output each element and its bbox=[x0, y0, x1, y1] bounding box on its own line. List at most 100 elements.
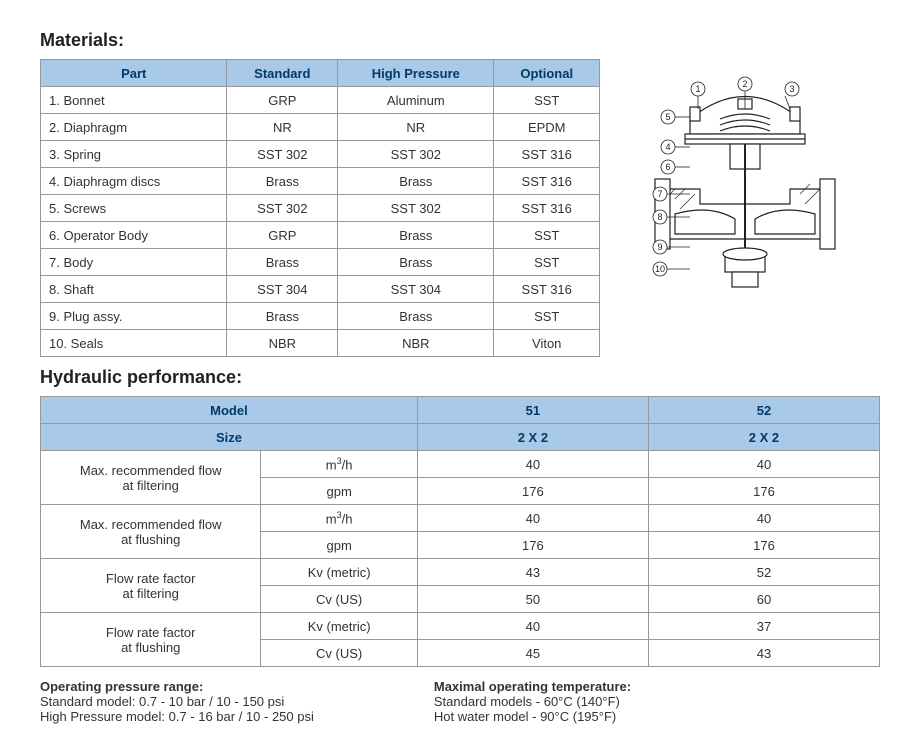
part-cell: 10. Seals bbox=[41, 330, 227, 357]
value-cell: 43 bbox=[417, 559, 648, 586]
part-cell: 2. Diaphragm bbox=[41, 114, 227, 141]
col-optional: Optional bbox=[494, 60, 600, 87]
col-high-pressure: High Pressure bbox=[338, 60, 494, 87]
valve-diagram: 12345678910 bbox=[620, 59, 870, 309]
value-cell: NR bbox=[338, 114, 494, 141]
table-row: 3. SpringSST 302SST 302SST 316 bbox=[41, 141, 600, 168]
temp-line1: Standard models - 60°C (140°F) bbox=[434, 694, 620, 709]
value-cell: SST 304 bbox=[338, 276, 494, 303]
value-cell: SST bbox=[494, 303, 600, 330]
svg-text:6: 6 bbox=[665, 162, 670, 172]
pressure-line2: High Pressure model: 0.7 - 16 bar / 10 -… bbox=[40, 709, 314, 724]
svg-text:8: 8 bbox=[657, 212, 662, 222]
value-cell: 176 bbox=[417, 478, 648, 505]
table-row: 4. Diaphragm discsBrassBrassSST 316 bbox=[41, 168, 600, 195]
materials-table: Part Standard High Pressure Optional 1. … bbox=[40, 59, 600, 357]
value-cell: NR bbox=[227, 114, 338, 141]
col-size: Size bbox=[41, 424, 418, 451]
value-cell: 176 bbox=[648, 532, 879, 559]
value-cell: EPDM bbox=[494, 114, 600, 141]
table-row: 9. Plug assy.BrassBrassSST bbox=[41, 303, 600, 330]
part-cell: 5. Screws bbox=[41, 195, 227, 222]
value-cell: 40 bbox=[417, 451, 648, 478]
value-cell: 52 bbox=[648, 559, 879, 586]
value-cell: SST bbox=[494, 222, 600, 249]
temp-line2: Hot water model - 90°C (195°F) bbox=[434, 709, 616, 724]
value-cell: SST 316 bbox=[494, 195, 600, 222]
value-cell: SST 316 bbox=[494, 168, 600, 195]
value-cell: SST 302 bbox=[338, 195, 494, 222]
table-row: 6. Operator BodyGRPBrassSST bbox=[41, 222, 600, 249]
col-standard: Standard bbox=[227, 60, 338, 87]
value-cell: 40 bbox=[417, 505, 648, 532]
value-cell: SST 302 bbox=[227, 195, 338, 222]
group-label: Flow rate factorat filtering bbox=[41, 559, 261, 613]
table-row: Flow rate factorat flushingKv (metric)40… bbox=[41, 613, 880, 640]
unit-cell: Cv (US) bbox=[261, 586, 418, 613]
table-row: Max. recommended flowat filteringm3/h404… bbox=[41, 451, 880, 478]
value-cell: 40 bbox=[417, 613, 648, 640]
table-row: 2. DiaphragmNRNREPDM bbox=[41, 114, 600, 141]
table-header-row: Part Standard High Pressure Optional bbox=[41, 60, 600, 87]
svg-text:7: 7 bbox=[657, 189, 662, 199]
temp-title: Maximal operating temperature: bbox=[434, 679, 631, 694]
table-row: Max. recommended flowat flushingm3/h4040 bbox=[41, 505, 880, 532]
value-cell: NBR bbox=[338, 330, 494, 357]
hydraulic-heading: Hydraulic performance: bbox=[40, 367, 883, 388]
group-label: Max. recommended flowat filtering bbox=[41, 451, 261, 505]
value-cell: SST 302 bbox=[227, 141, 338, 168]
table-row: 8. ShaftSST 304SST 304SST 316 bbox=[41, 276, 600, 303]
value-cell: Brass bbox=[338, 222, 494, 249]
value-cell: 176 bbox=[417, 532, 648, 559]
table-row: Flow rate factorat filteringKv (metric)4… bbox=[41, 559, 880, 586]
svg-text:9: 9 bbox=[657, 242, 662, 252]
value-cell: SST 304 bbox=[227, 276, 338, 303]
table-row: 10. SealsNBRNBRViton bbox=[41, 330, 600, 357]
unit-cell: Kv (metric) bbox=[261, 559, 418, 586]
group-label: Flow rate factorat flushing bbox=[41, 613, 261, 667]
table-row: 7. BodyBrassBrassSST bbox=[41, 249, 600, 276]
part-cell: 3. Spring bbox=[41, 141, 227, 168]
part-cell: 8. Shaft bbox=[41, 276, 227, 303]
col-part: Part bbox=[41, 60, 227, 87]
svg-text:1: 1 bbox=[695, 84, 700, 94]
part-cell: 6. Operator Body bbox=[41, 222, 227, 249]
col-51: 51 bbox=[417, 397, 648, 424]
value-cell: SST bbox=[494, 87, 600, 114]
part-cell: 9. Plug assy. bbox=[41, 303, 227, 330]
notes-section: Operating pressure range: Standard model… bbox=[40, 679, 883, 724]
materials-heading: Materials: bbox=[40, 30, 883, 51]
table-header-row: Model 51 52 bbox=[41, 397, 880, 424]
part-cell: 7. Body bbox=[41, 249, 227, 276]
svg-text:4: 4 bbox=[665, 142, 670, 152]
value-cell: 176 bbox=[648, 478, 879, 505]
table-row: 1. BonnetGRPAluminumSST bbox=[41, 87, 600, 114]
col-model: Model bbox=[41, 397, 418, 424]
value-cell: SST 302 bbox=[338, 141, 494, 168]
value-cell: Viton bbox=[494, 330, 600, 357]
pressure-title: Operating pressure range: bbox=[40, 679, 203, 694]
value-cell: 60 bbox=[648, 586, 879, 613]
value-cell: Aluminum bbox=[338, 87, 494, 114]
unit-cell: m3/h bbox=[261, 505, 418, 532]
value-cell: SST bbox=[494, 249, 600, 276]
group-label: Max. recommended flowat flushing bbox=[41, 505, 261, 559]
unit-cell: gpm bbox=[261, 532, 418, 559]
table-row: 5. ScrewsSST 302SST 302SST 316 bbox=[41, 195, 600, 222]
value-cell: Brass bbox=[227, 168, 338, 195]
svg-text:5: 5 bbox=[665, 112, 670, 122]
pressure-note: Operating pressure range: Standard model… bbox=[40, 679, 314, 724]
value-cell: Brass bbox=[338, 249, 494, 276]
size-51: 2 X 2 bbox=[417, 424, 648, 451]
svg-text:3: 3 bbox=[789, 84, 794, 94]
part-cell: 4. Diaphragm discs bbox=[41, 168, 227, 195]
unit-cell: gpm bbox=[261, 478, 418, 505]
value-cell: Brass bbox=[227, 303, 338, 330]
value-cell: SST 316 bbox=[494, 141, 600, 168]
value-cell: Brass bbox=[338, 303, 494, 330]
unit-cell: m3/h bbox=[261, 451, 418, 478]
value-cell: 40 bbox=[648, 505, 879, 532]
table-header-row: Size 2 X 2 2 X 2 bbox=[41, 424, 880, 451]
part-cell: 1. Bonnet bbox=[41, 87, 227, 114]
value-cell: 45 bbox=[417, 640, 648, 667]
